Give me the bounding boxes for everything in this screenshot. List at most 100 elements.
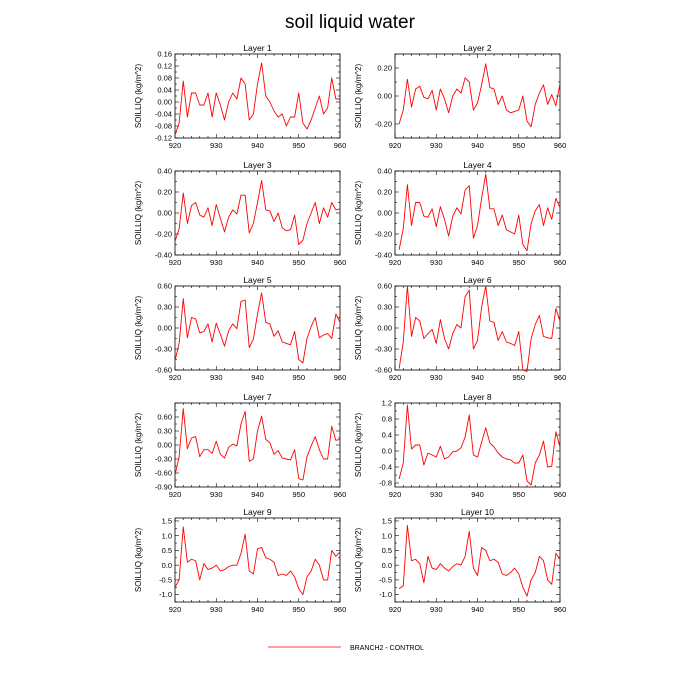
y-tick-label: -0.60 bbox=[375, 366, 392, 375]
panel-layer-1: Layer 1 SOILLIQ (kg/m^2) 920 930 940 950 960 -0… bbox=[134, 43, 346, 150]
x-tick-label: 920 bbox=[389, 141, 402, 150]
y-tick-label: 0.5 bbox=[382, 546, 392, 555]
x-tick-label: 940 bbox=[471, 141, 484, 150]
series-line bbox=[174, 62, 340, 136]
panel-title: Layer 5 bbox=[243, 275, 272, 285]
y-tick-label: -1.0 bbox=[159, 590, 172, 599]
x-tick-label: 920 bbox=[389, 490, 402, 499]
series-line bbox=[174, 292, 341, 364]
y-tick-label: 0.30 bbox=[377, 303, 392, 312]
plot-frame bbox=[394, 53, 561, 139]
y-axis-label: SOILLIQ (kg/m^2) bbox=[354, 413, 363, 478]
x-tick-label: 940 bbox=[251, 373, 264, 382]
y-tick-label: -0.20 bbox=[155, 230, 172, 239]
x-tick-label: 930 bbox=[430, 258, 443, 267]
y-tick-label: 1.5 bbox=[382, 517, 392, 526]
y-tick-label: -1.0 bbox=[379, 590, 392, 599]
plot-frame bbox=[394, 285, 561, 371]
x-tick-label: 920 bbox=[169, 141, 182, 150]
series-line bbox=[398, 524, 561, 597]
plot-frame bbox=[394, 170, 561, 256]
y-tick-label: 0.00 bbox=[377, 324, 392, 333]
x-tick-label: 950 bbox=[292, 258, 305, 267]
y-tick-label: -0.4 bbox=[379, 463, 392, 472]
panel-layer-4: Layer 4 SOILLIQ (kg/m^2) 920 930 940 950 960 -0… bbox=[354, 160, 566, 267]
y-axis-label: SOILLIQ (kg/m^2) bbox=[134, 64, 143, 129]
x-tick-label: 960 bbox=[334, 258, 347, 267]
y-tick-label: 0.00 bbox=[157, 324, 172, 333]
y-tick-label: 0.30 bbox=[157, 427, 172, 436]
x-tick-label: 940 bbox=[471, 258, 484, 267]
y-tick-label: 1.2 bbox=[382, 399, 392, 408]
y-tick-label: -0.40 bbox=[375, 251, 392, 260]
y-tick-label: 0.00 bbox=[377, 209, 392, 218]
y-tick-label: 0.12 bbox=[157, 62, 172, 71]
y-tick-label: -0.30 bbox=[375, 345, 392, 354]
panel-title: Layer 6 bbox=[463, 275, 492, 285]
y-tick-label: 0.60 bbox=[157, 282, 172, 291]
x-tick-label: 960 bbox=[334, 373, 347, 382]
series-line bbox=[174, 408, 341, 481]
y-tick-label: 0.4 bbox=[382, 431, 392, 440]
y-tick-label: -0.90 bbox=[155, 483, 172, 492]
x-tick-label: 930 bbox=[210, 373, 223, 382]
x-tick-label: 930 bbox=[210, 141, 223, 150]
x-tick-label: 960 bbox=[554, 141, 567, 150]
panel-title: Layer 1 bbox=[243, 43, 272, 53]
plot-frame bbox=[174, 285, 341, 371]
x-tick-label: 920 bbox=[169, 605, 182, 614]
y-axis-label: SOILLIQ (kg/m^2) bbox=[134, 181, 143, 246]
x-tick-label: 920 bbox=[389, 258, 402, 267]
y-tick-label: -0.12 bbox=[155, 134, 172, 143]
panel-grid: Layer 1 SOILLIQ (kg/m^2) 920 930 940 950 960 -0… bbox=[134, 43, 566, 614]
plot-frame bbox=[174, 53, 341, 139]
y-axis-label: SOILLIQ (kg/m^2) bbox=[134, 528, 143, 593]
y-axis-label: SOILLIQ (kg/m^2) bbox=[354, 528, 363, 593]
y-tick-label: 0.30 bbox=[157, 303, 172, 312]
series-line bbox=[398, 63, 561, 128]
panel-layer-3: Layer 3 SOILLIQ (kg/m^2) 920 930 940 950 960 -0… bbox=[134, 160, 346, 267]
x-tick-label: 940 bbox=[471, 605, 484, 614]
panel-title: Layer 2 bbox=[463, 43, 492, 53]
panel-layer-9: Layer 9 SOILLIQ (kg/m^2) 920 930 940 950 960 -1… bbox=[134, 507, 346, 614]
x-tick-label: 960 bbox=[334, 490, 347, 499]
main-title: soil liquid water bbox=[285, 12, 416, 33]
x-tick-label: 930 bbox=[430, 141, 443, 150]
x-tick-label: 950 bbox=[292, 141, 305, 150]
panel-title: Layer 10 bbox=[461, 507, 494, 517]
y-tick-label: 0.20 bbox=[377, 64, 392, 73]
legend-label-branch2-control: BRANCH2 - CONTROL bbox=[350, 645, 424, 652]
x-tick-label: 920 bbox=[169, 490, 182, 499]
x-tick-label: 960 bbox=[554, 373, 567, 382]
y-tick-label: 0.40 bbox=[157, 167, 172, 176]
y-tick-label: 0.8 bbox=[382, 415, 392, 424]
panel-layer-7: Layer 7 SOILLIQ (kg/m^2) 920 930 940 950 960 -0… bbox=[134, 392, 346, 499]
panel-title: Layer 3 bbox=[243, 160, 272, 170]
x-tick-label: 950 bbox=[512, 258, 525, 267]
panel-layer-5: Layer 5 SOILLIQ (kg/m^2) 920 930 940 950 960 -0… bbox=[134, 275, 346, 382]
panel-layer-10: Layer 10 SOILLIQ (kg/m^2) 920 930 940 950 960 -… bbox=[354, 507, 566, 614]
y-axis-label: SOILLIQ (kg/m^2) bbox=[354, 181, 363, 246]
x-tick-label: 920 bbox=[169, 373, 182, 382]
x-tick-label: 930 bbox=[430, 490, 443, 499]
y-tick-label: 0.0 bbox=[382, 561, 392, 570]
panel-title: Layer 4 bbox=[463, 160, 492, 170]
y-tick-label: -0.5 bbox=[379, 575, 392, 584]
series-line bbox=[398, 404, 561, 486]
series-line bbox=[398, 173, 561, 252]
y-tick-label: 1.0 bbox=[382, 531, 392, 540]
panel-title: Layer 9 bbox=[243, 507, 272, 517]
y-tick-label: 0.40 bbox=[377, 167, 392, 176]
y-tick-label: 0.00 bbox=[157, 441, 172, 450]
x-tick-label: 940 bbox=[471, 490, 484, 499]
series-line bbox=[174, 179, 341, 245]
x-tick-label: 950 bbox=[512, 373, 525, 382]
x-tick-label: 960 bbox=[554, 490, 567, 499]
y-tick-label: 0.00 bbox=[377, 92, 392, 101]
plot-frame bbox=[174, 402, 341, 488]
x-tick-label: 950 bbox=[292, 490, 305, 499]
y-tick-label: -0.60 bbox=[155, 469, 172, 478]
x-tick-label: 950 bbox=[512, 605, 525, 614]
y-tick-label: 0.60 bbox=[377, 282, 392, 291]
y-tick-label: -0.20 bbox=[375, 120, 392, 129]
